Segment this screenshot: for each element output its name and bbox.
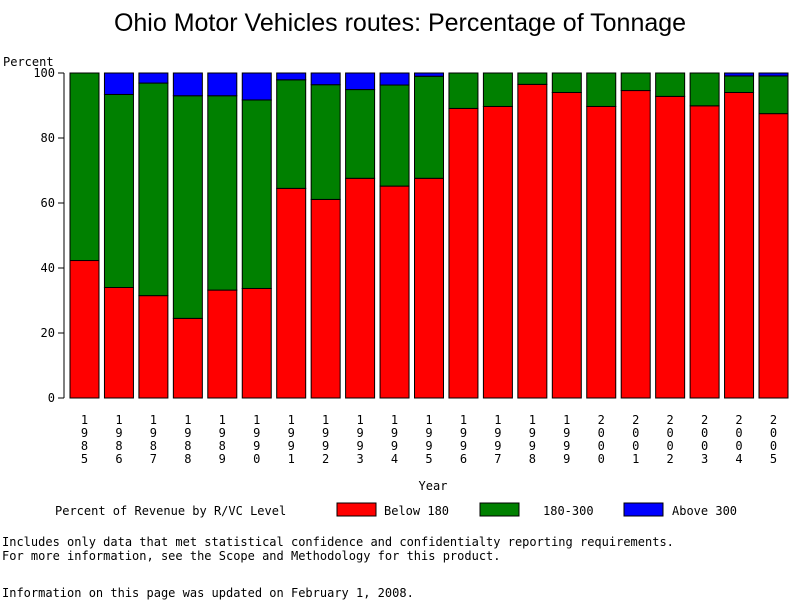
bar-1992-series-2 <box>310 72 341 86</box>
bar-1991-series-0 <box>276 187 307 399</box>
bar-1988-series-0 <box>172 317 203 399</box>
bar-1996-series-0 <box>448 107 479 399</box>
bar-1989-series-2 <box>207 72 238 97</box>
bar-1994-series-2 <box>379 72 410 86</box>
legend-swatch-0 <box>336 502 377 517</box>
bar-1985-series-0 <box>69 260 100 399</box>
bar-group <box>69 72 789 399</box>
y-tick-label: 80 <box>41 131 55 145</box>
y-tick-label: 0 <box>48 391 55 405</box>
y-tick-label: 20 <box>41 326 55 340</box>
bar-1996-series-1 <box>448 72 479 109</box>
y-tick-label: 60 <box>41 196 55 210</box>
chart-title: Ohio Motor Vehicles routes: Percentage o… <box>114 9 686 37</box>
legend-title: Percent of Revenue by R/VC Level <box>55 504 286 518</box>
footnote-confidence: Includes only data that met statistical … <box>2 535 674 549</box>
y-tick-label: 100 <box>33 66 55 80</box>
bar-1987-series-2 <box>138 72 169 84</box>
y-axis-label: Percent <box>3 55 54 69</box>
bar-2002-series-0 <box>655 95 686 399</box>
bar-1994-series-0 <box>379 185 410 399</box>
bar-2004-series-0 <box>724 92 755 399</box>
bar-1998-series-1 <box>517 72 548 85</box>
legend-label-2: Above 300 <box>672 504 737 518</box>
bar-2001-series-0 <box>620 90 651 399</box>
bar-1988-series-2 <box>172 72 203 97</box>
bar-2000-series-0 <box>586 105 617 399</box>
bar-1986-series-2 <box>103 72 134 95</box>
bar-1989-series-0 <box>207 289 238 399</box>
bar-1995-series-0 <box>414 177 444 399</box>
bar-1995-series-1 <box>414 75 444 179</box>
bar-2001-series-1 <box>620 72 651 92</box>
bar-1993-series-1 <box>345 89 376 179</box>
legend-swatch-1 <box>479 502 520 517</box>
footnote-methodology: For more information, see the Scope and … <box>2 549 501 563</box>
bar-1992-series-1 <box>310 84 341 200</box>
bar-1989-series-1 <box>207 95 238 291</box>
bar-1986-series-1 <box>103 93 134 288</box>
bar-2004-series-1 <box>724 75 755 93</box>
bar-1997-series-0 <box>482 105 513 399</box>
bar-1995-series-2 <box>414 72 444 77</box>
bar-1987-series-0 <box>138 295 169 399</box>
bar-1986-series-0 <box>103 287 134 399</box>
legend-label-0: Below 180 <box>384 504 449 518</box>
bar-1985-series-1 <box>69 72 100 262</box>
legend: Percent of Revenue by R/VC Level Below 1… <box>55 502 737 518</box>
y-tick-label: 40 <box>41 261 55 275</box>
bar-2002-series-1 <box>655 72 686 97</box>
x-axis-label: Year <box>419 479 448 493</box>
bar-2003-series-1 <box>689 72 720 107</box>
bar-1988-series-1 <box>172 95 203 319</box>
bar-1991-series-1 <box>276 79 307 189</box>
bar-2005-series-2 <box>758 72 789 77</box>
footnote-updated: Information on this page was updated on … <box>2 586 414 600</box>
bar-2005-series-0 <box>758 113 789 399</box>
bar-1997-series-1 <box>482 72 513 107</box>
bar-1987-series-1 <box>138 82 169 297</box>
bar-2000-series-1 <box>586 72 617 107</box>
bar-1994-series-1 <box>379 84 410 187</box>
bar-1990-series-1 <box>241 99 272 289</box>
bar-1990-series-2 <box>241 72 272 101</box>
bar-1998-series-0 <box>517 83 548 399</box>
bar-1992-series-0 <box>310 198 341 399</box>
x-axis-ticks: 1 9 8 5 1 9 8 6 1 9 8 7 1 9 8 8 1 9 8 9 1 9 9 0 1 9 9 1 1 9 9 2 1 9 9 3 1 9 9 4… <box>81 413 777 466</box>
bar-2003-series-0 <box>689 105 720 399</box>
bar-2004-series-2 <box>724 72 755 77</box>
bar-1993-series-0 <box>345 177 376 399</box>
y-axis-ticks: 0 20 40 60 80 100 <box>33 66 64 405</box>
bar-1991-series-2 <box>276 72 307 81</box>
bar-1990-series-0 <box>241 287 272 399</box>
bar-2005-series-1 <box>758 75 789 115</box>
legend-label-1: 180-300 <box>543 504 594 518</box>
bar-1999-series-0 <box>551 92 582 399</box>
legend-swatch-2 <box>623 502 664 517</box>
bar-1999-series-1 <box>551 72 582 93</box>
bar-1993-series-2 <box>345 72 376 91</box>
